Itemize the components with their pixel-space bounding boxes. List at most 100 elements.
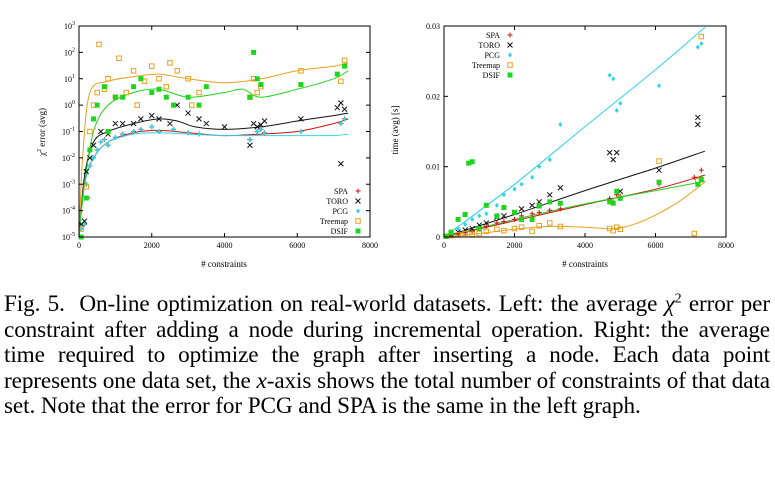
right-point-treemap	[698, 33, 705, 40]
left-point-pcg	[91, 155, 96, 161]
left-point-dsif	[131, 84, 137, 90]
left-point-treemap	[298, 68, 304, 74]
right-point-pcg	[657, 83, 662, 89]
right-point-spa	[698, 167, 704, 173]
right-point-dsif	[610, 200, 616, 206]
left-point-dsif	[105, 129, 111, 134]
right-point-pcg	[494, 202, 499, 208]
figure-charts: χ2 error (avg) # constraints 0 2000 4000 60…	[37, 21, 734, 269]
left-point-toro	[341, 106, 348, 113]
chi-symbol: χ	[664, 291, 675, 317]
right-x-tick-label: 8000	[718, 241, 734, 250]
left-point-toro	[81, 218, 88, 224]
right-point-pcg	[519, 181, 524, 187]
right-point-treemap	[462, 230, 468, 237]
right-point-spa	[469, 228, 475, 234]
left-point-toro	[87, 155, 93, 161]
right-point-dsif	[617, 195, 623, 201]
right-point-dsif	[476, 226, 482, 232]
left-point-pcg	[138, 126, 143, 132]
right-trend-dsif	[443, 180, 705, 238]
right-y-tick-label: 0.02	[426, 92, 440, 101]
right-point-pcg	[695, 44, 700, 50]
left-point-pcg	[131, 129, 136, 134]
right-legend-label-treemap: Treemap	[472, 61, 500, 70]
right-trend-spa	[443, 174, 706, 238]
caption-label: Fig. 5.	[4, 291, 65, 317]
left-point-dsif	[196, 102, 202, 108]
left-point-dsif	[185, 94, 191, 100]
right-point-dsif	[494, 213, 500, 219]
left-point-toro	[90, 142, 97, 149]
right-point-treemap	[610, 227, 616, 234]
left-xlabel: # constraints	[201, 259, 247, 269]
left-point-toro	[156, 116, 162, 122]
left-legend-label-treemap: Treemap	[320, 217, 348, 226]
left-point-toro	[334, 104, 341, 111]
right-point-toro	[536, 198, 543, 205]
left-x-tick-label: 4000	[217, 241, 233, 250]
left-point-pcg	[120, 131, 125, 137]
right-point-pcg	[699, 41, 704, 47]
left-point-treemap	[134, 102, 140, 108]
left-point-toro	[119, 120, 126, 127]
left-point-pcg	[149, 124, 154, 130]
left-legend-label-toro: TORO	[326, 197, 348, 206]
left-point-pcg	[82, 221, 87, 227]
left-legend-marker-spa	[355, 188, 361, 194]
right-point-spa	[512, 216, 517, 222]
left-trend-dsif	[78, 70, 349, 238]
left-point-toro	[247, 142, 253, 149]
left-y-tick-label: 103	[64, 21, 75, 31]
left-point-treemap	[141, 78, 148, 85]
right-point-spa	[557, 206, 563, 212]
right-point-spa	[691, 174, 697, 180]
right-point-pcg	[547, 157, 552, 163]
right-point-pcg	[537, 164, 542, 170]
left-point-dsif	[156, 86, 162, 92]
right-point-spa	[501, 219, 507, 225]
right-x-tick-label: 6000	[648, 241, 664, 250]
right-point-toro	[518, 206, 525, 212]
left-legend-marker-toro	[355, 198, 361, 204]
right-point-dsif	[547, 199, 553, 205]
left-point-toro	[185, 110, 191, 116]
right-legend-marker-toro	[507, 42, 513, 48]
left-legend-marker-pcg	[356, 208, 360, 214]
right-point-dsif	[695, 181, 701, 187]
left-x-tick-label: 6000	[289, 241, 305, 250]
left-y-tick-label: 101	[64, 74, 75, 84]
left-point-toro	[112, 120, 119, 127]
right-trend-treemap	[443, 181, 706, 238]
right-point-treemap	[469, 231, 475, 237]
right-point-pcg	[484, 211, 489, 217]
left-point-pcg	[79, 226, 84, 232]
left-point-dsif	[94, 102, 100, 108]
right-point-toro	[546, 191, 553, 198]
right-ylabel: time (avg) [s]	[390, 106, 400, 155]
right-y-tick-label: 0.01	[426, 163, 440, 172]
left-point-dsif	[163, 94, 169, 100]
left-point-dsif	[120, 94, 126, 100]
left-point-pcg	[95, 147, 100, 153]
left-point-pcg	[258, 126, 263, 132]
left-point-treemap	[130, 68, 137, 74]
left-point-dsif	[258, 82, 264, 88]
left-point-dsif	[254, 76, 260, 82]
right-legend-label-dsif: DSIF	[483, 71, 501, 80]
right-point-pcg	[456, 226, 461, 232]
left-trend-spa	[78, 118, 349, 238]
right-point-treemap	[557, 223, 564, 230]
caption-text-1: On-line optimization on real-world datas…	[79, 291, 665, 317]
left-point-pcg	[186, 130, 191, 136]
right-point-treemap	[483, 228, 490, 235]
right-point-pcg	[618, 100, 623, 106]
right-point-pcg	[470, 216, 475, 222]
right-legend-marker-dsif	[507, 72, 513, 78]
left-point-pcg	[157, 129, 162, 134]
caption-text-3: -axis shows the total number of constrai…	[4, 367, 770, 420]
left-point-pcg	[98, 139, 103, 145]
right-point-dsif	[443, 233, 449, 239]
left-legend-marker-dsif	[355, 228, 361, 234]
right-point-treemap	[617, 226, 623, 233]
